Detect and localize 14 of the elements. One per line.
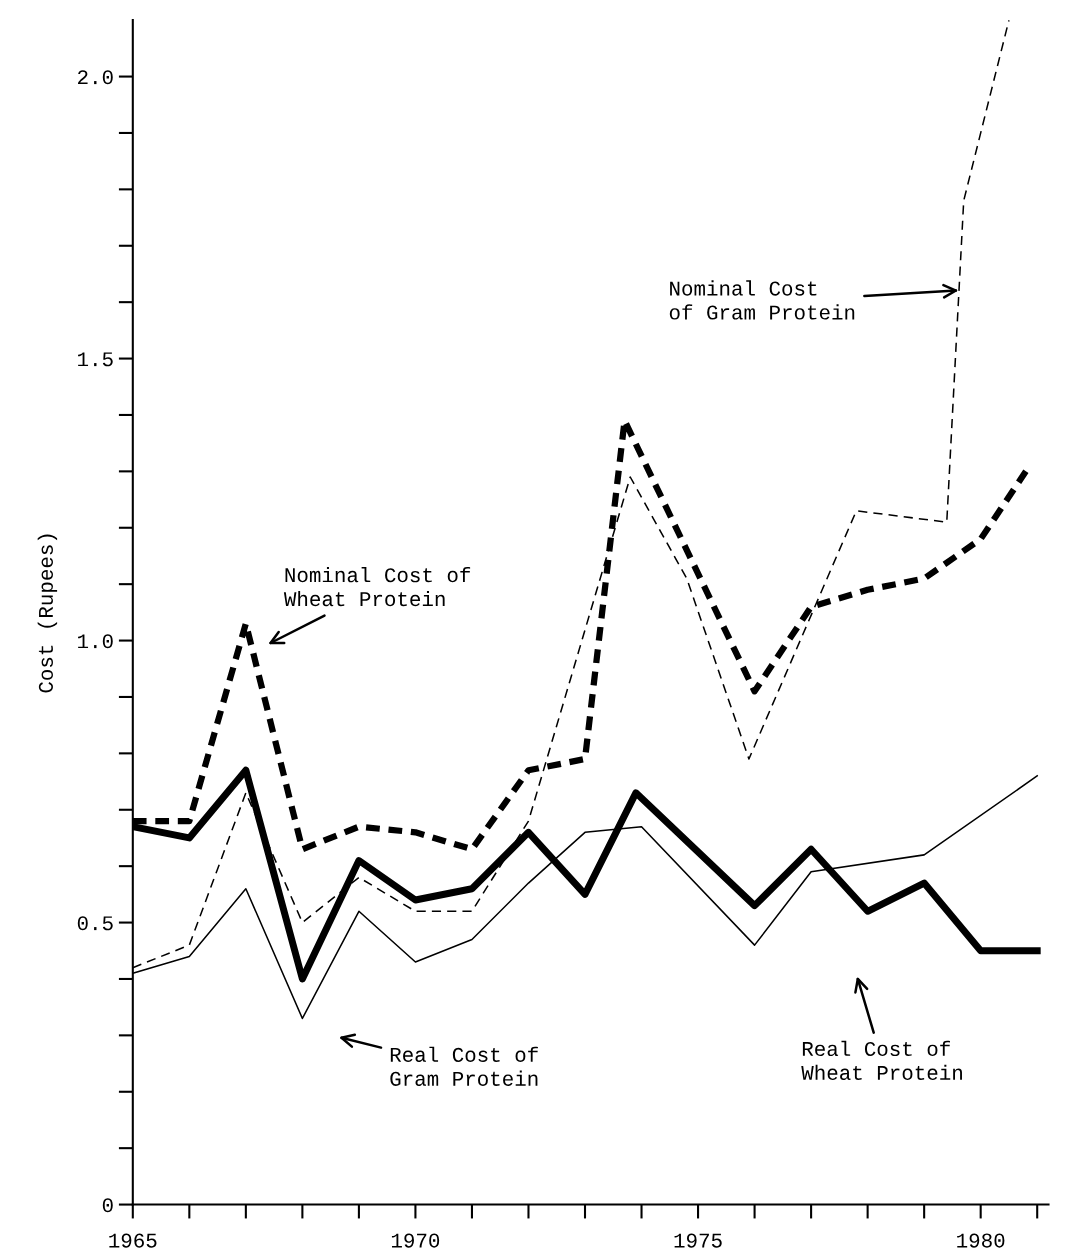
x-tick-label: 1970 [391, 1233, 440, 1248]
x-tick-label: 1980 [957, 1233, 1005, 1248]
x-tick-label: 1965 [109, 1233, 157, 1248]
y-tick-label: 0 [102, 1198, 113, 1213]
y-tick-label: 0.5 [77, 916, 113, 931]
y-axis-title: Cost (Rupees) [37, 534, 58, 693]
y-tick-label: 1.0 [78, 634, 113, 649]
y-tick-label: 1.5 [78, 352, 113, 367]
annotation: Nominal Cost of Wheat Protein [283, 566, 471, 607]
y-tick-label: 2.0 [78, 70, 113, 85]
x-tick-label: 1975 [674, 1233, 722, 1248]
annotation: Nominal Cost of Gram Protein [669, 280, 855, 320]
annotation: Real Cost of Wheat Protein [801, 1040, 962, 1080]
annotation: Real Cost of Gram Protein [390, 1046, 538, 1086]
